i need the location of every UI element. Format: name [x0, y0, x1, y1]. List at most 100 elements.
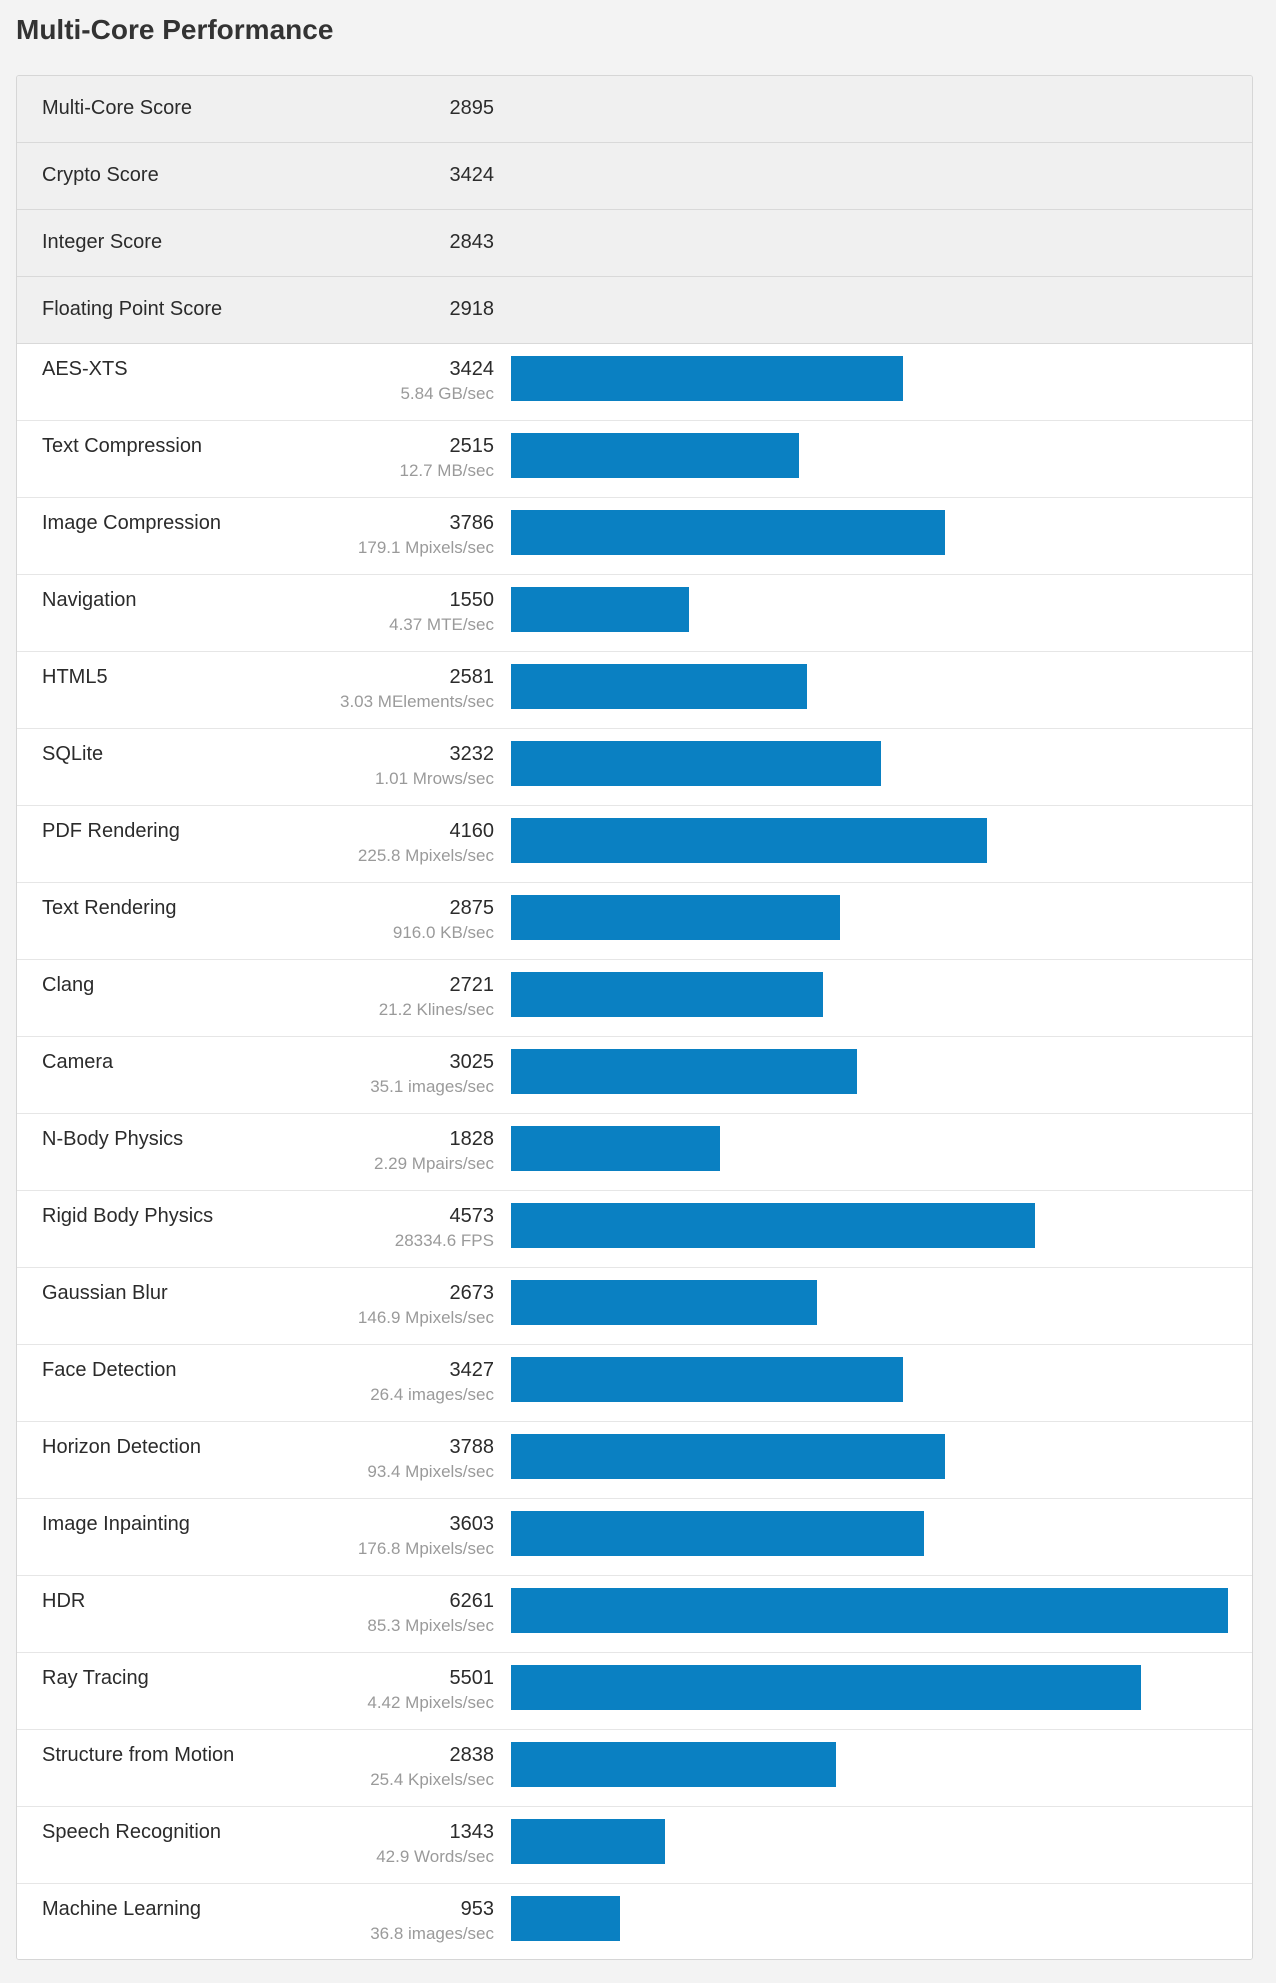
benchmark-throughput: 916.0 KB/sec	[392, 923, 494, 942]
benchmark-throughput: 1.01 Mrows/sec	[374, 769, 494, 788]
benchmark-bar	[511, 972, 823, 1017]
score-row: Crypto Score 3424	[17, 143, 1252, 210]
benchmark-row: Camera 3025 35.1 images/sec	[17, 1037, 1252, 1114]
benchmark-throughput: 35.1 images/sec	[370, 1077, 494, 1096]
benchmark-throughput: 28334.6 FPS	[394, 1231, 494, 1250]
benchmark-name: Navigation	[42, 589, 137, 611]
benchmark-row: Structure from Motion 2838 25.4 Kpixels/se…	[17, 1730, 1252, 1807]
summary-scores: Multi-Core Score 2895 Crypto Score 3424 Inte…	[17, 76, 1252, 344]
benchmark-score: 4573	[449, 1205, 495, 1227]
benchmark-name: Structure from Motion	[42, 1744, 235, 1766]
benchmark-row: SQLite 3232 1.01 Mrows/sec	[17, 729, 1252, 806]
benchmark-row: Ray Tracing 5501 4.42 Mpixels/sec	[17, 1653, 1252, 1730]
score-label: Crypto Score	[42, 164, 159, 186]
benchmark-bar	[511, 1896, 620, 1941]
benchmark-bar	[511, 741, 881, 786]
benchmark-throughput: 36.8 images/sec	[370, 1924, 494, 1943]
benchmark-throughput: 12.7 MB/sec	[399, 461, 495, 480]
results-panel: Multi-Core Score 2895 Crypto Score 3424 Inte…	[16, 75, 1253, 1960]
benchmark-row: Image Inpainting 3603 176.8 Mpixels/sec	[17, 1499, 1252, 1576]
benchmark-bar	[511, 587, 689, 632]
benchmark-name: Image Compression	[42, 512, 221, 534]
benchmark-row: PDF Rendering 4160 225.8 Mpixels/sec	[17, 806, 1252, 883]
score-value: 3424	[449, 164, 495, 186]
benchmark-name: Rigid Body Physics	[42, 1205, 214, 1227]
benchmark-score: 3232	[449, 743, 495, 765]
benchmark-score: 4160	[449, 820, 495, 842]
benchmark-row: Text Rendering 2875 916.0 KB/sec	[17, 883, 1252, 960]
score-row: Multi-Core Score 2895	[17, 76, 1252, 143]
benchmark-throughput: 176.8 Mpixels/sec	[357, 1539, 494, 1558]
benchmark-name: Text Compression	[42, 435, 203, 457]
score-label: Integer Score	[42, 231, 163, 253]
benchmark-bar	[511, 1819, 665, 1864]
benchmark-list: AES-XTS 3424 5.84 GB/sec Text Compression 25…	[17, 344, 1252, 1959]
benchmark-row: Speech Recognition 1343 42.9 Words/sec	[17, 1807, 1252, 1884]
benchmark-bar	[511, 510, 945, 555]
benchmark-throughput: 5.84 GB/sec	[400, 384, 494, 403]
benchmark-score: 6261	[449, 1590, 495, 1612]
benchmark-score: 2875	[449, 897, 495, 919]
benchmark-name: Text Rendering	[42, 897, 177, 919]
benchmark-name: N-Body Physics	[42, 1128, 184, 1150]
benchmark-row: Image Compression 3786 179.1 Mpixels/sec	[17, 498, 1252, 575]
benchmark-score: 3025	[449, 1051, 495, 1073]
benchmark-throughput: 26.4 images/sec	[370, 1385, 494, 1404]
benchmark-row: Gaussian Blur 2673 146.9 Mpixels/sec	[17, 1268, 1252, 1345]
benchmark-bar	[511, 1280, 817, 1325]
benchmark-score: 2581	[449, 666, 495, 688]
benchmark-name: Machine Learning	[42, 1898, 201, 1920]
score-value: 2843	[449, 231, 495, 253]
benchmark-throughput: 225.8 Mpixels/sec	[357, 846, 494, 865]
benchmark-bar	[511, 664, 807, 709]
benchmark-score: 2838	[449, 1744, 495, 1766]
benchmark-bar	[511, 433, 799, 478]
benchmark-score: 2673	[449, 1282, 495, 1304]
benchmark-score: 953	[460, 1898, 494, 1920]
benchmark-throughput: 25.4 Kpixels/sec	[370, 1770, 494, 1789]
benchmark-name: SQLite	[42, 743, 104, 765]
benchmark-row: HDR 6261 85.3 Mpixels/sec	[17, 1576, 1252, 1653]
benchmark-name: Speech Recognition	[42, 1821, 222, 1843]
score-row: Floating Point Score 2918	[17, 277, 1252, 344]
benchmark-bar	[511, 1126, 720, 1171]
benchmark-row: Rigid Body Physics 4573 28334.6 FPS	[17, 1191, 1252, 1268]
benchmark-row: Clang 2721 21.2 Klines/sec	[17, 960, 1252, 1037]
benchmark-throughput: 4.42 Mpixels/sec	[367, 1693, 494, 1712]
benchmark-row: N-Body Physics 1828 2.29 Mpairs/sec	[17, 1114, 1252, 1191]
benchmark-row: Machine Learning 953 36.8 images/sec	[17, 1884, 1252, 1959]
benchmark-name: Face Detection	[42, 1359, 177, 1381]
benchmark-throughput: 21.2 Klines/sec	[378, 1000, 494, 1019]
score-value: 2918	[449, 298, 495, 320]
benchmark-row: Text Compression 2515 12.7 MB/sec	[17, 421, 1252, 498]
benchmark-bar	[511, 1203, 1035, 1248]
benchmark-throughput: 146.9 Mpixels/sec	[357, 1308, 494, 1327]
benchmark-row: Face Detection 3427 26.4 images/sec	[17, 1345, 1252, 1422]
benchmark-name: Image Inpainting	[42, 1513, 190, 1535]
benchmark-score: 3603	[449, 1513, 495, 1535]
benchmark-name: HTML5	[42, 666, 108, 688]
benchmark-bar	[511, 818, 987, 863]
benchmark-bar	[511, 1434, 945, 1479]
benchmark-name: Camera	[42, 1051, 114, 1073]
benchmark-name: AES-XTS	[42, 358, 128, 380]
benchmark-bar	[511, 895, 840, 940]
benchmark-score: 3786	[449, 512, 495, 534]
benchmark-throughput: 85.3 Mpixels/sec	[367, 1616, 494, 1635]
benchmark-score: 3788	[449, 1436, 495, 1458]
benchmark-throughput: 179.1 Mpixels/sec	[357, 538, 494, 557]
score-label: Multi-Core Score	[42, 97, 193, 119]
benchmark-row: Navigation 1550 4.37 MTE/sec	[17, 575, 1252, 652]
benchmark-throughput: 3.03 MElements/sec	[339, 692, 494, 711]
benchmark-throughput: 93.4 Mpixels/sec	[367, 1462, 494, 1481]
benchmark-name: Ray Tracing	[42, 1667, 149, 1689]
benchmark-bar	[511, 1742, 836, 1787]
page-title: Multi-Core Performance	[16, 14, 334, 45]
benchmark-score: 3427	[449, 1359, 495, 1381]
benchmark-bar	[511, 1588, 1228, 1633]
benchmark-score: 2515	[449, 435, 495, 457]
benchmark-name: PDF Rendering	[42, 820, 180, 842]
benchmark-bar	[511, 356, 903, 401]
benchmark-score: 5501	[449, 1667, 495, 1689]
benchmark-throughput: 2.29 Mpairs/sec	[374, 1154, 494, 1173]
